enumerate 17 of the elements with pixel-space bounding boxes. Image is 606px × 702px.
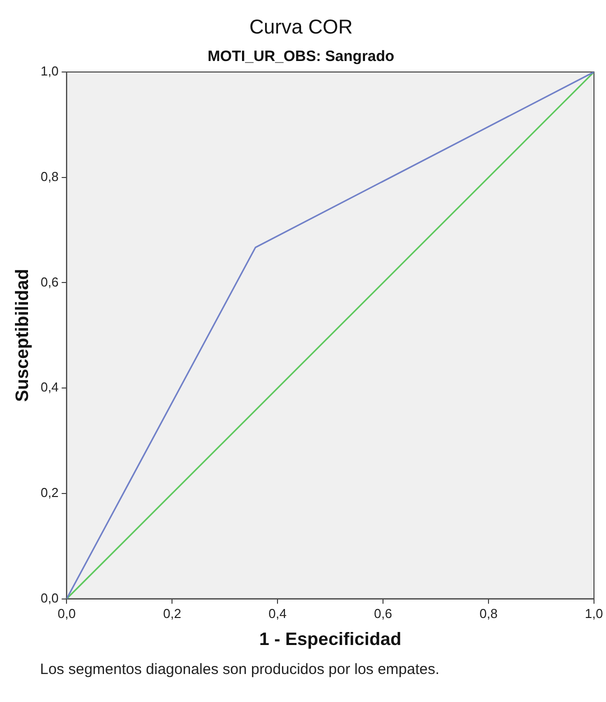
- y-tick-label: 0,4: [40, 380, 59, 395]
- y-tick-label: 1,0: [40, 64, 59, 79]
- x-tick-label: 0,2: [163, 606, 182, 622]
- y-tick-label: 0,8: [40, 168, 59, 184]
- x-tick-label: 0,8: [479, 606, 498, 622]
- x-tick-label: 1,0: [584, 606, 604, 622]
- chart-title: Curva COR: [249, 16, 353, 39]
- chart-subtitle: MOTI_UR_OBS: Sangrado: [208, 48, 394, 66]
- y-tick-label: 0,6: [40, 274, 59, 290]
- x-axis-title: 1 - Especificidad: [259, 629, 402, 650]
- x-tick-label: 0,0: [58, 606, 76, 622]
- x-tick-label: 0,4: [268, 606, 287, 622]
- y-axis-title: Susceptibilidad: [12, 268, 32, 402]
- x-tick-label: 0,6: [374, 606, 392, 622]
- y-tick-label: 0,0: [40, 590, 59, 606]
- y-tick-label: 0,2: [40, 485, 59, 500]
- text: Los segmentos diagonales son producidos por los empates.: [40, 661, 440, 678]
